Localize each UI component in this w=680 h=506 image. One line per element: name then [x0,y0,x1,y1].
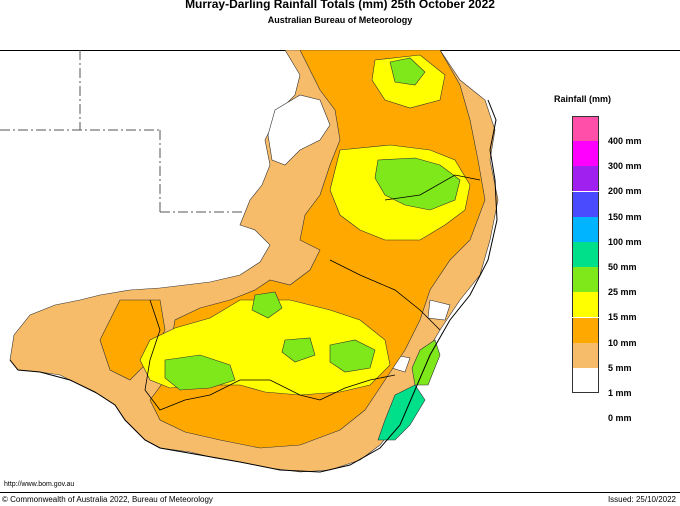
legend-title: Rainfall (mm) [554,94,612,104]
rain-zone-50mm [377,384,426,441]
legend-label: 10 mm [608,337,637,348]
issued-date: Issued: 25/10/2022 [607,495,676,504]
rain-zone-25mm [164,57,461,391]
rainfall-map [0,50,499,473]
legend-label: 300 mm [608,161,642,172]
legend-label: 0 mm [608,413,632,424]
rain-zone-25mm-coast [411,339,441,386]
copyright-text: © Commonwealth of Australia 2022, Bureau… [2,495,213,504]
legend-label: 200 mm [608,186,642,197]
legend-swatch [572,267,599,293]
legend-label: 50 mm [608,262,637,272]
map-title: Murray-Darling Rainfall Totals (mm) 25th… [185,0,495,11]
legend-swatch [572,317,599,343]
legend-swatch [572,166,599,192]
legend-label: 150 mm [608,211,642,222]
legend-label: 5 mm [608,362,632,373]
legend-label: 1 mm [608,388,632,398]
legend-swatch [572,141,599,167]
legend-swatch [572,116,599,141]
legend-swatch [572,216,599,242]
source-url[interactable]: http://www.bom.gov.au [4,481,75,488]
legend-label: 25 mm [608,287,637,298]
legend-swatch [572,191,599,217]
legend-label: 15 mm [608,312,637,323]
map-subtitle: Australian Bureau of Meteorology [267,15,413,25]
catchment-boundaries [144,174,481,411]
legend-swatch [572,242,599,267]
legend-swatch [572,292,599,318]
legend-label: 100 mm [608,236,642,247]
legend-swatch [572,368,599,393]
legend-label: 400 mm [608,136,642,146]
coastline [9,99,498,473]
legend-swatch [572,342,599,368]
